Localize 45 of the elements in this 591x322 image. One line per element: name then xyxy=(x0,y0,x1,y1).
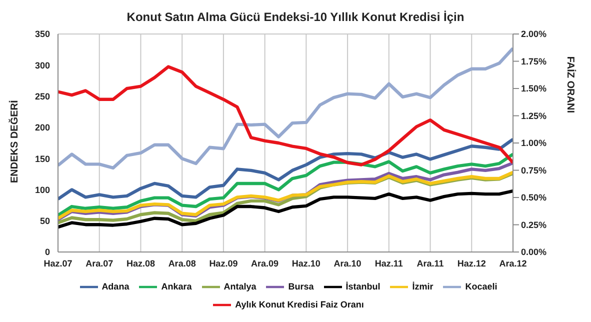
x-tick-label: Ara.07 xyxy=(86,258,114,268)
y2-tick-label: 0.00% xyxy=(521,247,547,258)
chart-title: Konut Satın Alma Gücü Endeksi-10 Yıllık Konut Kredisi İçin xyxy=(126,9,466,26)
line-series xyxy=(58,189,513,229)
legend-label: Adana xyxy=(102,281,130,292)
legend-label: İzmir xyxy=(412,281,434,292)
y2-tick-label: 1.00% xyxy=(521,138,547,148)
y2-tick-label: 1.50% xyxy=(521,84,547,94)
legend-label: Bursa xyxy=(288,281,314,292)
y2-tick-label: 0.50% xyxy=(521,192,547,203)
y-tick-label: 250 xyxy=(34,91,50,102)
y2-tick-label: 0.25% xyxy=(521,220,547,230)
legend-label: Ankara xyxy=(161,281,192,292)
x-tick-label: Ara.11 xyxy=(416,258,444,268)
y2-axis-title: FAİZ ORANI xyxy=(564,56,576,114)
x-tick-label: Haz.07 xyxy=(44,258,72,268)
legend-label: Antalya xyxy=(224,281,256,292)
y2-tick-label: 2.00% xyxy=(521,29,547,40)
line-series xyxy=(58,138,513,201)
y-tick-label: 50 xyxy=(40,216,50,226)
line-series xyxy=(58,152,513,217)
y-tick-label: 100 xyxy=(34,184,50,195)
legend-label: İstanbul xyxy=(346,281,380,292)
y-tick-label: 150 xyxy=(34,154,50,164)
y-tick-label: 350 xyxy=(34,29,50,40)
legend-label: Kocaeli xyxy=(465,281,498,292)
line-series xyxy=(58,46,513,170)
y-tick-label: 0 xyxy=(44,247,50,258)
x-tick-label: Ara.10 xyxy=(334,258,362,268)
y-axis-title: ENDEKS DEĞERİ xyxy=(8,100,21,183)
y2-tick-label: 0.75% xyxy=(521,165,547,176)
y-tick-label: 200 xyxy=(34,122,50,133)
x-tick-label: Haz.08 xyxy=(126,258,155,268)
x-tick-label: Haz.11 xyxy=(374,258,403,268)
y2-tick-label: 1.25% xyxy=(521,110,547,121)
legend-label: Aylık Konut Kredisi Faiz Oranı xyxy=(235,299,364,310)
x-tick-label: Haz.12 xyxy=(457,258,486,268)
x-tick-label: Ara.08 xyxy=(168,258,196,268)
line-series xyxy=(58,65,513,166)
x-tick-label: Haz.09 xyxy=(209,258,238,268)
x-tick-label: Ara.12 xyxy=(499,258,527,268)
y-tick-label: 300 xyxy=(34,60,50,70)
x-tick-label: Haz.10 xyxy=(292,258,320,268)
y2-tick-label: 1.75% xyxy=(521,56,547,66)
x-tick-label: Ara.09 xyxy=(251,258,279,268)
